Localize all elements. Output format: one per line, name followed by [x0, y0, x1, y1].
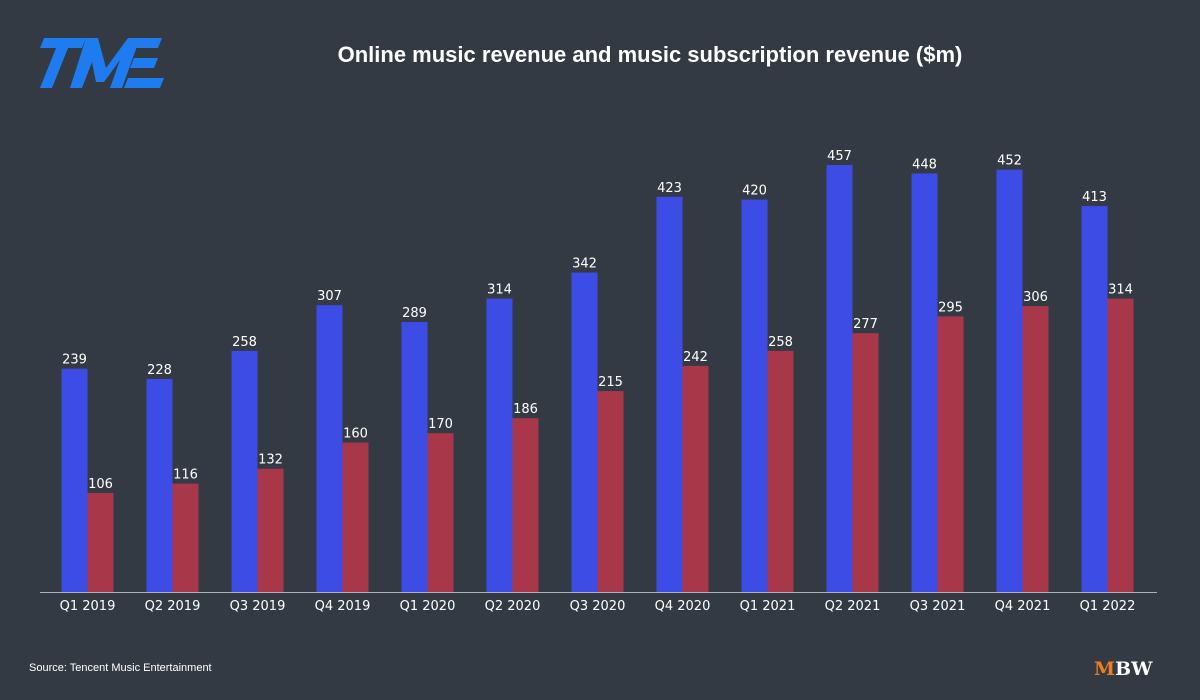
music-subscription-revenue-value-label: 295: [938, 300, 963, 315]
online-music-revenue-bar: [571, 272, 598, 592]
online-music-revenue-value-label: 289: [402, 306, 427, 321]
online-music-revenue-bar: [911, 173, 938, 592]
music-subscription-revenue-value-label: 306: [1023, 290, 1048, 305]
bars-group: [61, 165, 1134, 593]
chart-title: Online music revenue and music subscript…: [337, 42, 963, 67]
online-music-revenue-bar: [316, 305, 343, 592]
music-subscription-revenue-value-label: 215: [598, 375, 623, 390]
music-subscription-revenue-value-label: 170: [428, 417, 453, 432]
x-tick-label: Q2 2020: [485, 599, 541, 614]
labels-group: 239 106 Q1 2019 228 116 Q2 2019 258 132 Q3 2019 3…: [60, 149, 1136, 614]
music-subscription-revenue-value-label: 106: [88, 477, 113, 492]
online-music-revenue-value-label: 448: [912, 157, 937, 172]
online-music-revenue-bar: [1081, 206, 1108, 592]
x-tick-label: Q1 2019: [60, 599, 116, 614]
x-tick-label: Q4 2021: [995, 599, 1051, 614]
online-music-revenue-bar: [656, 196, 683, 593]
online-music-revenue-value-label: 457: [827, 149, 852, 164]
online-music-revenue-value-label: 420: [742, 184, 767, 199]
music-subscription-revenue-bar: [342, 442, 369, 592]
music-subscription-revenue-value-label: 116: [173, 468, 198, 483]
music-subscription-revenue-bar: [257, 468, 284, 592]
online-music-revenue-bar: [741, 199, 768, 592]
music-subscription-revenue-bar: [937, 316, 964, 592]
mbw-logo-bw: BW: [1115, 658, 1153, 680]
x-tick-label: Q3 2021: [910, 599, 966, 614]
online-music-revenue-bar: [401, 322, 428, 592]
online-music-revenue-value-label: 342: [572, 257, 597, 272]
x-tick-label: Q2 2021: [825, 599, 881, 614]
music-subscription-revenue-bar: [682, 365, 709, 592]
tme-logo: [40, 38, 164, 88]
music-subscription-revenue-value-label: 242: [683, 350, 708, 365]
mbw-logo-m: M: [1094, 658, 1116, 680]
online-music-revenue-bar: [231, 350, 258, 592]
online-music-revenue-value-label: 314: [487, 283, 512, 298]
music-subscription-revenue-value-label: 186: [513, 402, 538, 417]
x-tick-label: Q3 2019: [230, 599, 286, 614]
music-subscription-revenue-bar: [767, 350, 794, 592]
x-tick-label: Q3 2020: [570, 599, 626, 614]
x-tick-label: Q4 2020: [655, 599, 711, 614]
x-tick-label: Q1 2020: [400, 599, 456, 614]
online-music-revenue-value-label: 423: [657, 181, 682, 196]
online-music-revenue-value-label: 452: [997, 154, 1022, 169]
online-music-revenue-value-label: 258: [232, 335, 257, 350]
music-subscription-revenue-bar: [1107, 298, 1134, 592]
online-music-revenue-bar: [146, 379, 173, 592]
music-subscription-revenue-bar: [852, 333, 879, 592]
x-tick-label: Q4 2019: [315, 599, 371, 614]
mbw-logo: MBW: [1094, 658, 1152, 680]
music-subscription-revenue-value-label: 160: [343, 427, 368, 442]
music-subscription-revenue-value-label: 277: [853, 317, 878, 332]
x-tick-label: Q1 2021: [740, 599, 796, 614]
music-subscription-revenue-bar: [1022, 306, 1049, 592]
x-tick-label: Q1 2022: [1080, 599, 1136, 614]
online-music-revenue-value-label: 228: [147, 363, 172, 378]
x-tick-label: Q2 2019: [145, 599, 201, 614]
music-subscription-revenue-value-label: 132: [258, 453, 283, 468]
music-subscription-revenue-bar: [87, 493, 114, 592]
online-music-revenue-bar: [826, 165, 853, 592]
online-music-revenue-value-label: 307: [317, 289, 342, 304]
online-music-revenue-value-label: 239: [62, 353, 87, 368]
online-music-revenue-bar: [996, 169, 1023, 592]
source-note: Source: Tencent Music Entertainment: [29, 662, 212, 674]
online-music-revenue-value-label: 413: [1082, 190, 1107, 205]
music-subscription-revenue-bar: [512, 418, 539, 592]
music-subscription-revenue-value-label: 258: [768, 335, 793, 350]
music-subscription-revenue-bar: [427, 433, 454, 592]
music-subscription-revenue-bar: [172, 483, 199, 592]
online-music-revenue-bar: [486, 298, 513, 592]
music-subscription-revenue-value-label: 314: [1108, 283, 1133, 298]
online-music-revenue-bar: [61, 368, 88, 592]
music-subscription-revenue-bar: [597, 391, 624, 592]
